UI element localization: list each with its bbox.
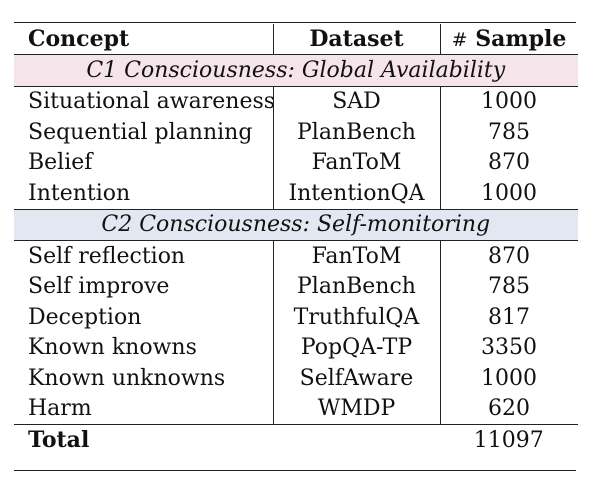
concept-cell: Situational awareness	[28, 89, 273, 115]
header-dataset: Dataset	[272, 24, 440, 55]
concept-cell: Known unknowns	[28, 365, 226, 391]
dataset-cell: TruthfulQA	[272, 302, 440, 333]
concept-cell: Self improve	[28, 274, 170, 300]
concept-cell: Belief	[28, 150, 93, 176]
sample-cell: 1000	[439, 178, 578, 209]
table-row: Deception TruthfulQA 817	[14, 302, 578, 333]
dataset-table: Concept Dataset # Sample C1 Consciousnes…	[14, 24, 578, 456]
sample-cell: 620	[439, 393, 578, 425]
dataset-cell: PopQA-TP	[272, 332, 440, 363]
dataset-cell: WMDP	[272, 393, 440, 425]
total-row: Total 11097	[14, 424, 578, 456]
table-row: Sequential planning PlanBench 785	[14, 117, 578, 148]
dataset-cell: PlanBench	[272, 271, 440, 302]
table-row: Harm WMDP 620	[14, 393, 578, 425]
dataset-cell: PlanBench	[272, 117, 440, 148]
header-sample-hash: #	[451, 29, 468, 51]
table-top-rule	[14, 22, 576, 23]
table-row: Self reflection FanToM 870	[14, 240, 578, 272]
sample-cell: 1000	[439, 86, 578, 117]
table-row: Situational awareness SAD 1000	[14, 86, 578, 117]
section-c1-title: C1 Consciousness: Global Availability	[14, 54, 578, 87]
sample-cell: 870	[439, 240, 578, 272]
concept-cell: Harm	[28, 396, 92, 422]
table-bottom-rule	[14, 470, 576, 471]
concept-cell: Self reflection	[28, 243, 186, 269]
table-row: Intention IntentionQA 1000	[14, 178, 578, 209]
header-row: Concept Dataset # Sample	[14, 24, 578, 55]
section-c2-title: C2 Consciousness: Self-monitoring	[14, 208, 578, 241]
dataset-cell: SelfAware	[272, 363, 440, 394]
concept-cell: Known knowns	[28, 335, 197, 361]
dataset-cell: SAD	[272, 86, 440, 117]
sample-cell: 1000	[439, 363, 578, 394]
concept-cell: Deception	[28, 304, 142, 330]
header-concept: Concept	[28, 26, 130, 52]
section-c1-row: C1 Consciousness: Global Availability	[14, 54, 578, 87]
header-sample-label: Sample	[475, 26, 567, 52]
table-row: Self improve PlanBench 785	[14, 271, 578, 302]
total-samples: 11097	[440, 424, 578, 456]
table-row: Belief FanToM 870	[14, 147, 578, 178]
sample-cell: 870	[439, 147, 578, 178]
dataset-cell: IntentionQA	[272, 178, 440, 209]
total-label: Total	[14, 424, 273, 456]
concept-cell: Sequential planning	[28, 119, 253, 145]
header-sample: # Sample	[439, 24, 578, 55]
concept-cell: Intention	[28, 180, 131, 206]
sample-cell: 785	[439, 117, 578, 148]
table-row: Known knowns PopQA-TP 3350	[14, 332, 578, 363]
sample-cell: 785	[439, 271, 578, 302]
total-dataset-empty	[273, 424, 440, 456]
sample-cell: 817	[439, 302, 578, 333]
sample-cell: 3350	[439, 332, 578, 363]
dataset-cell: FanToM	[272, 147, 440, 178]
dataset-cell: FanToM	[272, 240, 440, 272]
table-row: Known unknowns SelfAware 1000	[14, 363, 578, 394]
section-c2-row: C2 Consciousness: Self-monitoring	[14, 208, 578, 241]
